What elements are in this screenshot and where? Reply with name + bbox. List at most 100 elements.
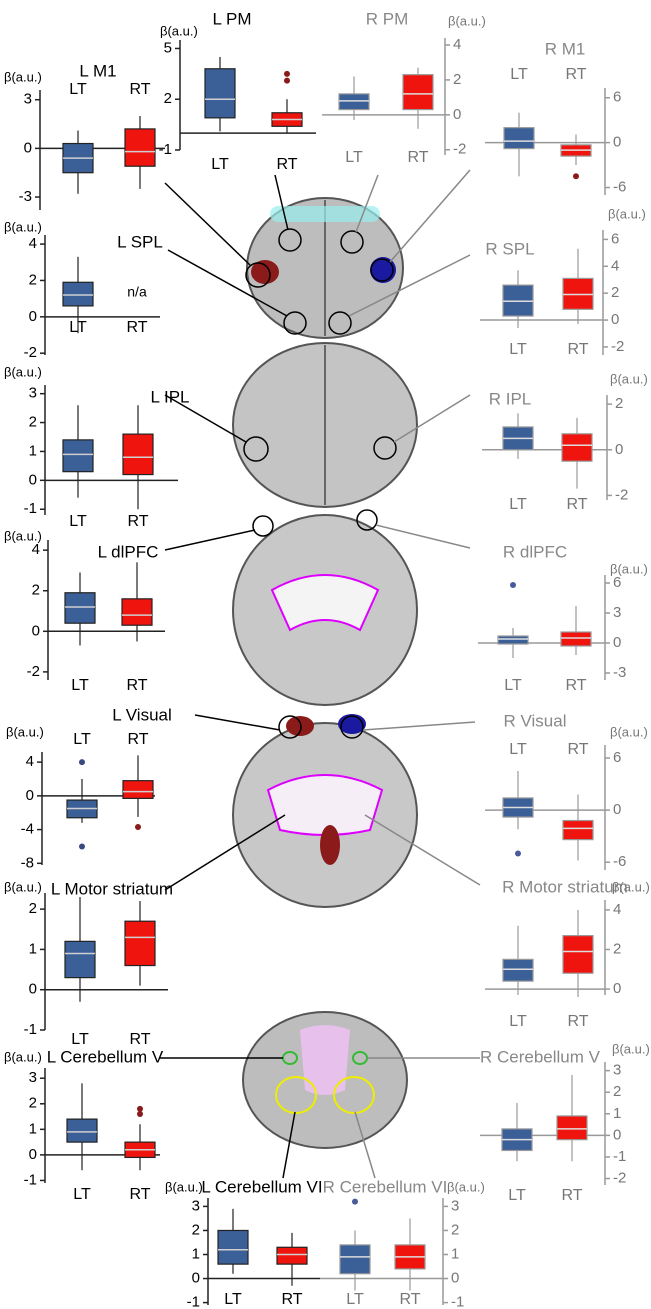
y-axis-label: β(a.u.)	[6, 724, 44, 739]
box	[218, 1230, 248, 1264]
activation	[320, 825, 340, 865]
box-plot: 3210-1L Cerebellum VIβ(a.u.)LTRT	[165, 1177, 323, 1309]
box-plot: 3210-1R Cerebellum VIβ(a.u.)LTRT	[320, 1177, 485, 1309]
y-axis-label: β(a.u.)	[4, 1049, 42, 1064]
y-tick-label: 5	[164, 39, 172, 56]
connector	[195, 715, 280, 730]
y-tick-label: 6	[613, 574, 621, 591]
brain-slices	[233, 198, 417, 1148]
y-tick-label: -1	[159, 141, 172, 158]
y-tick-label: 4	[26, 753, 34, 770]
y-axis-label: β(a.u.)	[610, 371, 648, 386]
y-tick-label: -1	[451, 1294, 464, 1309]
x-tick-label: LT	[73, 1186, 91, 1203]
y-tick-label: 2	[192, 1221, 200, 1238]
x-tick-label: LT	[510, 66, 528, 83]
y-tick-label: 2	[32, 582, 40, 599]
y-tick-label: 2	[613, 940, 621, 957]
chart-title: R SPL	[485, 239, 534, 258]
box	[65, 941, 95, 977]
y-tick-label: 2	[29, 1095, 37, 1112]
outlier	[352, 1199, 358, 1205]
x-tick-label: RT	[407, 149, 428, 166]
y-tick-label: 2	[29, 271, 37, 288]
y-tick-label: 0	[451, 1270, 459, 1287]
y-axis-label: β(a.u.)	[4, 69, 42, 84]
x-tick-label: LT	[504, 677, 522, 694]
y-tick-label: 0	[32, 622, 40, 639]
y-axis-label: β(a.u.)	[612, 879, 650, 894]
y-axis-label: β(a.u.)	[447, 1179, 485, 1194]
chart-title: R Cerebellum V	[480, 1047, 601, 1066]
box	[561, 632, 591, 646]
y-axis-label: β(a.u.)	[4, 879, 42, 894]
y-tick-label: 0	[613, 1126, 621, 1143]
box	[504, 128, 534, 149]
connector	[390, 170, 470, 262]
y-axis-label: β(a.u.)	[610, 724, 648, 739]
y-tick-label: 0	[29, 308, 37, 325]
y-tick-label: -1	[24, 1021, 37, 1038]
x-tick-label: RT	[129, 81, 150, 98]
y-tick-label: -1	[187, 1294, 200, 1309]
outlier	[573, 173, 579, 179]
y-tick-label: -3	[19, 188, 32, 205]
y-tick-label: -6	[613, 853, 626, 870]
y-tick-label: -2	[453, 141, 466, 158]
box	[277, 1247, 307, 1264]
box-plot: 30-3L M1β(a.u.)LTRT	[4, 61, 165, 210]
x-tick-label: RT	[567, 341, 588, 358]
box	[67, 1119, 97, 1142]
y-tick-label: -2	[611, 338, 624, 355]
y-tick-label: 4	[29, 235, 37, 252]
y-tick-label: 0	[611, 311, 619, 328]
box	[403, 75, 433, 110]
y-tick-label: 2	[451, 1221, 459, 1238]
box	[63, 440, 93, 472]
y-axis-label: β(a.u.)	[160, 23, 198, 38]
y-tick-label: 0	[613, 801, 621, 818]
x-tick-label: LT	[508, 1187, 526, 1204]
y-tick-label: -2	[24, 344, 37, 361]
box-plot: 420-2R PMβ(a.u.)LTRT	[322, 9, 486, 166]
y-tick-label: 3	[192, 1197, 200, 1214]
y-tick-label: -2	[615, 486, 628, 503]
y-tick-label: 2	[613, 1083, 621, 1100]
y-tick-label: 6	[613, 89, 621, 106]
x-tick-label: LT	[71, 1031, 89, 1048]
box	[503, 959, 533, 981]
y-tick-label: 3	[29, 1069, 37, 1086]
outlier	[79, 843, 85, 849]
y-tick-label: 0	[29, 471, 37, 488]
x-tick-label: LT	[69, 513, 87, 530]
y-tick-label: -6	[613, 178, 626, 195]
y-tick-label: 0	[613, 634, 621, 651]
y-axis-label: β(a.u.)	[4, 219, 42, 234]
chart-title: R PM	[366, 9, 409, 28]
y-tick-label: -2	[613, 1169, 626, 1186]
y-tick-label: 2	[164, 90, 172, 107]
outlier	[284, 71, 290, 77]
box	[65, 593, 95, 623]
chart-title: R Visual	[504, 711, 567, 730]
x-tick-label: LT	[509, 496, 527, 513]
chart-title: R dlPFC	[503, 542, 567, 561]
x-tick-label: LT	[224, 1291, 242, 1308]
chart-title: L IPL	[150, 387, 189, 406]
y-tick-label: 1	[613, 1105, 621, 1122]
y-tick-label: 3	[613, 604, 621, 621]
y-tick-label: 2	[453, 71, 461, 88]
x-tick-label: RT	[566, 496, 587, 513]
y-tick-label: 2	[615, 395, 623, 412]
chart-title: R M1	[545, 39, 586, 58]
y-tick-label: 3	[29, 385, 37, 402]
x-tick-label: RT	[565, 677, 586, 694]
x-tick-label: RT	[127, 731, 148, 748]
y-tick-label: 1	[451, 1245, 459, 1262]
x-tick-label: RT	[276, 156, 297, 173]
box-plot: 40-4-8L Visualβ(a.u.)LTRT	[6, 705, 172, 871]
outlier	[79, 759, 85, 765]
connector	[363, 722, 475, 730]
box	[498, 636, 528, 644]
